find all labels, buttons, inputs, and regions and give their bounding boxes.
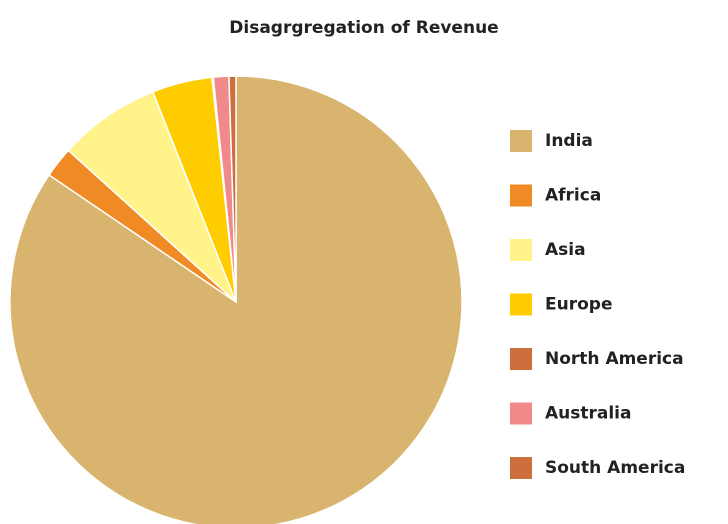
legend-label: Africa [545,186,601,206]
legend-label: North America [545,349,684,369]
legend-swatch [510,130,532,152]
legend-swatch [510,457,532,479]
legend-label: India [545,131,593,151]
pie-slice [67,90,237,303]
legend-label: Asia [545,240,586,260]
pie-slice [228,75,237,303]
legend-swatch [510,184,532,207]
legend-swatch [510,348,532,370]
chart-title: Disagrgregation of Revenue [229,18,498,38]
legend-swatch [510,402,532,425]
legend-label: South America [545,458,685,478]
legend-swatch [510,293,532,316]
legend-label: Europe [545,295,612,315]
legend-label: Australia [545,404,632,424]
legend-swatch [510,239,532,261]
pie-slice [9,75,463,524]
